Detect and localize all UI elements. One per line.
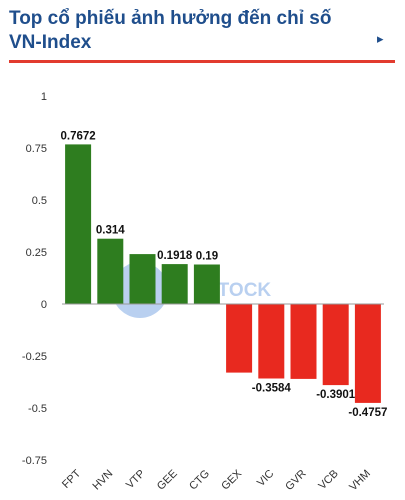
data-label: -0.4757 bbox=[348, 407, 387, 419]
y-tick-label: 0.25 bbox=[26, 247, 47, 259]
bar-vtp[interactable] bbox=[129, 254, 156, 304]
chevron-right-icon[interactable]: ▸ bbox=[377, 32, 384, 47]
y-tick-label: -0.25 bbox=[22, 351, 47, 363]
x-tick-label: GVR bbox=[283, 468, 308, 493]
bar-fpt[interactable] bbox=[65, 144, 92, 304]
bar-vic[interactable] bbox=[258, 304, 285, 379]
y-tick-label: 0.75 bbox=[26, 143, 47, 155]
x-tick-label: FPT bbox=[60, 467, 83, 490]
x-tick-label: GEE bbox=[155, 468, 180, 493]
data-label: -0.3901 bbox=[316, 389, 356, 401]
y-axis: 1 0.75 0.5 0.25 0 -0.25 -0.5 -0.75 bbox=[22, 91, 47, 467]
bar-gvr[interactable] bbox=[290, 304, 317, 379]
bar-gee[interactable] bbox=[161, 264, 188, 304]
data-label: 0.7672 bbox=[61, 130, 96, 142]
x-tick-label: GEX bbox=[219, 467, 244, 492]
y-tick-label: -0.5 bbox=[28, 403, 47, 415]
data-labels-group: 0.7672 0.314 0.1918 0.19 -0.3584 -0.3901 -0.47… bbox=[61, 130, 388, 419]
x-tick-label: VTP bbox=[124, 468, 148, 492]
x-tick-label: VCB bbox=[316, 468, 340, 492]
x-tick-label: VIC bbox=[255, 468, 276, 489]
bar-vcb[interactable] bbox=[322, 304, 349, 386]
title-divider bbox=[9, 60, 395, 63]
data-label: 0.19 bbox=[196, 251, 218, 263]
y-tick-label: -0.75 bbox=[22, 455, 47, 467]
x-tick-label: CTG bbox=[187, 468, 212, 493]
y-tick-label: 1 bbox=[41, 91, 47, 103]
y-tick-label: 0 bbox=[41, 299, 47, 311]
bars-group bbox=[62, 144, 384, 403]
data-label: 0.314 bbox=[96, 225, 125, 237]
data-label: -0.3584 bbox=[252, 383, 292, 395]
bar-ctg[interactable] bbox=[193, 264, 220, 305]
bar-vhm[interactable] bbox=[354, 304, 381, 403]
y-tick-label: 0.5 bbox=[32, 195, 47, 207]
watermark-text: STOCK bbox=[205, 280, 271, 301]
bar-gex[interactable] bbox=[226, 304, 253, 373]
data-label: 0.1918 bbox=[157, 250, 193, 262]
chart-title: Top cổ phiếu ảnh hưởng đến chỉ số VN-Ind… bbox=[9, 8, 332, 53]
bar-hvn[interactable] bbox=[97, 238, 124, 304]
x-tick-label: HVN bbox=[91, 468, 116, 493]
x-tick-label: VHM bbox=[347, 468, 373, 494]
x-axis: FPT HVN VTP GEE CTG GEX VIC GVR VCB VHM bbox=[60, 467, 373, 493]
